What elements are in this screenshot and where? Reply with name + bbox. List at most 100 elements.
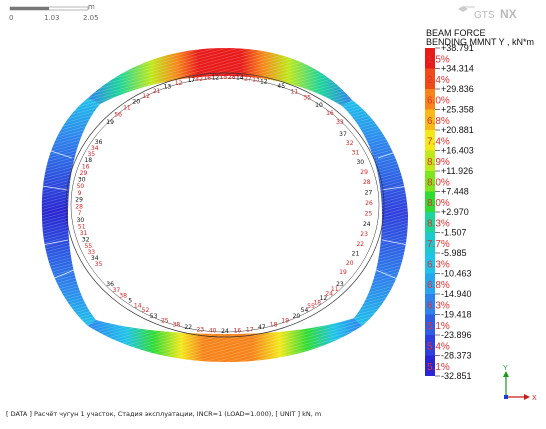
legend-color-bar xyxy=(425,171,435,192)
node-label: 36 xyxy=(106,281,114,288)
node-label: 45 xyxy=(277,83,285,90)
node-label: 32 xyxy=(346,140,354,147)
legend-percent: 6.3% xyxy=(427,259,450,270)
scale-bar: m 0 1.03 2.05 xyxy=(9,3,99,22)
z-axis-origin xyxy=(504,395,508,399)
node-label: 34 xyxy=(91,145,99,152)
legend-color-bar xyxy=(425,314,435,335)
node-label: 16 xyxy=(326,110,334,117)
x-axis-label: X xyxy=(532,395,537,402)
scale-tick-2: 2.05 xyxy=(83,14,99,22)
node-label: 26 xyxy=(365,200,373,207)
legend-percent: 8.3% xyxy=(427,218,450,229)
legend-percent: 8.0% xyxy=(427,177,450,188)
node-label: 22 xyxy=(356,241,364,248)
node-label: 12 xyxy=(212,74,220,81)
node-label: 30 xyxy=(77,217,85,224)
node-label: 10 xyxy=(315,102,323,109)
legend-value: -23.896 xyxy=(441,330,472,340)
node-label: 38 xyxy=(119,292,127,299)
node-label: 13 xyxy=(252,77,260,84)
legend-value: +11.926 xyxy=(441,166,473,176)
legend-title-line2: BENDING MMNT Y , kN*m xyxy=(426,37,534,47)
node-label: 12 xyxy=(142,93,150,100)
node-label: 21 xyxy=(352,251,360,258)
node-label: 11 xyxy=(123,105,131,112)
node-label: 18 xyxy=(270,321,278,328)
node-label: 27 xyxy=(244,76,252,83)
node-label: 29 xyxy=(80,170,88,177)
legend-value: -14.940 xyxy=(441,289,472,299)
logo-name: GTS xyxy=(474,10,495,21)
legend-color-bar xyxy=(425,355,435,376)
node-label: 16 xyxy=(234,328,242,335)
node-label: 20 xyxy=(132,98,140,105)
node-label: 30 xyxy=(356,159,364,166)
scale-tick-1: 1.03 xyxy=(44,14,60,22)
legend-color-bar xyxy=(425,109,435,130)
legend-percent: 7.4% xyxy=(427,136,450,147)
node-label: 42 xyxy=(195,76,203,83)
node-label: 9 xyxy=(78,190,82,197)
node-label: 35 xyxy=(303,95,311,102)
legend-color-bars xyxy=(425,48,435,376)
node-label: 12 xyxy=(175,80,183,87)
legend-value: -28.373 xyxy=(441,351,472,361)
logo-mark-icon xyxy=(458,6,468,12)
legend-color-bar xyxy=(425,273,435,294)
node-label: 22 xyxy=(184,324,192,331)
legend-value: -5.985 xyxy=(441,248,467,258)
node-label: 55 xyxy=(307,303,315,310)
node-label: 56 xyxy=(114,112,122,119)
node-label: 25 xyxy=(161,318,169,325)
legend-value: +29.836 xyxy=(441,84,474,94)
legend-color-bar xyxy=(425,191,435,212)
legend-color-bar xyxy=(425,68,435,89)
node-label: 30 xyxy=(78,177,86,184)
legend-percents: 1.5% 2.4% 6.0% 6.8% 7.4% 8.9% 8.0% 8.0% 8.3% 7.7%… xyxy=(427,54,450,373)
legend-color-bar xyxy=(425,48,435,69)
legend-color-bar xyxy=(425,335,435,356)
node-label: 54 xyxy=(301,307,309,314)
node-label: 15 xyxy=(220,74,228,81)
node-label: 40 xyxy=(209,328,217,335)
node-label: 12 xyxy=(320,295,328,302)
node-label: 28 xyxy=(363,179,371,186)
node-label: 29 xyxy=(75,197,83,204)
legend-value: -1.507 xyxy=(441,228,467,238)
result-legend: BEAM FORCE BENDING MMNT Y , kN*m +38.791… xyxy=(425,28,534,381)
y-axis-label: Y xyxy=(503,365,508,372)
legend-color-bar xyxy=(425,294,435,315)
y-arrowhead-icon xyxy=(503,371,509,377)
scale-unit: m xyxy=(88,3,95,11)
legend-percent: 5.1% xyxy=(427,362,450,373)
legend-percent: 1.5% xyxy=(427,54,450,65)
legend-percent: 6.3% xyxy=(427,300,450,311)
tunnel-lining xyxy=(65,72,385,338)
axis-triad: Y X xyxy=(503,365,537,402)
node-label: 17 xyxy=(187,77,195,84)
legend-percent: 8.9% xyxy=(427,157,450,168)
legend-percent: 5.1% xyxy=(427,321,450,332)
node-label: 23 xyxy=(360,231,368,238)
legend-percent: 5.4% xyxy=(427,341,450,352)
legend-color-bar xyxy=(425,232,435,253)
node-label: 33 xyxy=(87,249,95,256)
legend-value: +2.970 xyxy=(441,207,469,217)
node-label: 13 xyxy=(164,84,172,91)
node-labels-right: 37 32 31 30 29 28 27 26 25 24 23 22 21 20 19 xyxy=(339,131,373,276)
node-label: 16 xyxy=(203,75,211,82)
node-label: 31 xyxy=(352,149,360,156)
node-label: 23 xyxy=(336,281,344,288)
legend-value: +38.791 xyxy=(441,43,474,53)
legend-value: -19.418 xyxy=(441,310,472,320)
node-label: 37 xyxy=(113,287,121,294)
node-label: 32 xyxy=(82,236,90,243)
node-label: 31 xyxy=(80,230,88,237)
legend-percent: 6.0% xyxy=(427,95,450,106)
node-label: 19 xyxy=(281,318,289,325)
node-label: 47 xyxy=(258,324,266,331)
node-label: 29 xyxy=(360,169,368,176)
